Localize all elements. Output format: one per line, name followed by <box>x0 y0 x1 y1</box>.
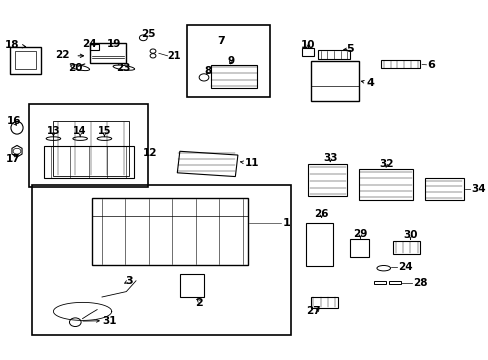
Bar <box>10 47 41 74</box>
Text: 10: 10 <box>301 40 315 50</box>
Bar <box>349 239 368 257</box>
Text: 20: 20 <box>68 63 82 73</box>
Bar <box>186 25 269 97</box>
Text: 24: 24 <box>82 39 97 49</box>
Bar <box>310 297 337 308</box>
Text: 24: 24 <box>398 262 412 273</box>
Text: 32: 32 <box>378 159 393 169</box>
Bar <box>359 169 412 200</box>
Text: 21: 21 <box>167 51 181 61</box>
Text: 8: 8 <box>204 66 211 76</box>
Bar <box>15 51 37 69</box>
Text: 30: 30 <box>403 230 417 240</box>
Text: 6: 6 <box>427 60 434 70</box>
Text: 26: 26 <box>314 209 328 219</box>
Text: 23: 23 <box>116 63 131 73</box>
Bar <box>177 151 238 176</box>
Text: 19: 19 <box>107 39 121 49</box>
Text: 33: 33 <box>323 153 337 163</box>
Text: 1: 1 <box>282 218 290 228</box>
Text: 5: 5 <box>345 44 353 54</box>
Text: 4: 4 <box>366 78 374 88</box>
Text: 12: 12 <box>143 148 158 158</box>
Text: 29: 29 <box>352 229 367 239</box>
Text: 3: 3 <box>124 276 132 286</box>
Bar <box>373 281 386 284</box>
Text: 31: 31 <box>102 316 116 326</box>
Text: 16: 16 <box>6 116 21 126</box>
Bar <box>381 60 419 68</box>
Text: 22: 22 <box>55 50 69 60</box>
Bar <box>393 241 419 254</box>
Bar <box>53 121 128 176</box>
Text: 7: 7 <box>217 36 224 46</box>
Bar <box>180 274 203 297</box>
Bar <box>32 185 291 335</box>
FancyArrowPatch shape <box>78 64 84 66</box>
Bar <box>211 65 257 88</box>
Bar <box>92 198 247 265</box>
Bar <box>302 48 314 56</box>
Text: 9: 9 <box>227 56 234 66</box>
Bar <box>308 164 346 196</box>
Text: 13: 13 <box>46 126 60 136</box>
Text: 11: 11 <box>245 158 259 168</box>
Text: 18: 18 <box>5 40 25 50</box>
Text: 25: 25 <box>141 29 155 39</box>
Text: 14: 14 <box>73 126 87 136</box>
Text: 28: 28 <box>412 278 427 288</box>
Text: 34: 34 <box>470 184 485 194</box>
Bar <box>318 50 349 59</box>
Bar <box>43 146 133 178</box>
Bar <box>90 44 99 50</box>
Bar <box>29 104 148 187</box>
Bar <box>90 43 126 63</box>
Bar <box>305 223 332 266</box>
Text: 17: 17 <box>6 154 21 164</box>
Bar <box>424 178 463 200</box>
Text: 15: 15 <box>98 126 111 136</box>
Bar <box>310 61 359 101</box>
Bar <box>388 281 400 284</box>
Text: 27: 27 <box>305 306 320 316</box>
Text: 2: 2 <box>195 298 203 308</box>
